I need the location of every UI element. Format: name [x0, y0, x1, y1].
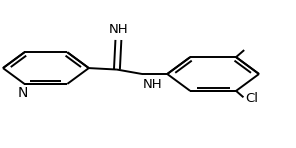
- Text: NH: NH: [109, 23, 128, 36]
- Text: Cl: Cl: [245, 91, 258, 104]
- Text: N: N: [18, 86, 28, 100]
- Text: NH: NH: [143, 78, 162, 91]
